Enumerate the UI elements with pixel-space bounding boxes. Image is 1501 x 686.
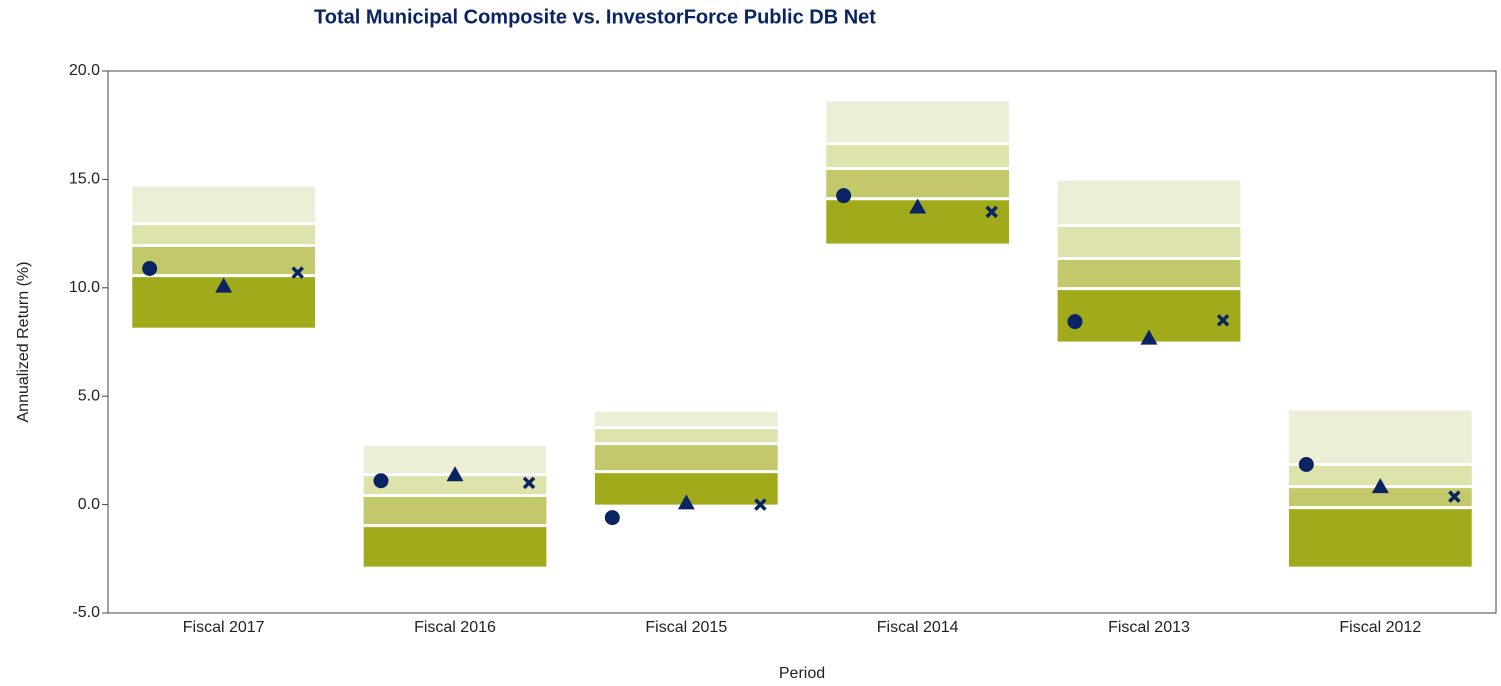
x-axis-label: Period — [779, 665, 825, 682]
y-tick-label: 20.0 — [69, 62, 100, 79]
y-tick-label: 15.0 — [69, 171, 100, 188]
marker-cross — [291, 266, 304, 279]
percentile-band — [594, 443, 778, 472]
marker-triangle — [1371, 478, 1389, 494]
plot-frame — [107, 70, 1497, 614]
percentile-band — [826, 101, 1010, 144]
percentile-band — [132, 245, 316, 276]
percentile-band — [826, 168, 1010, 199]
percentile-band — [594, 427, 778, 444]
marker-cross — [1448, 490, 1461, 503]
marker-cross — [522, 476, 536, 490]
y-tick-label: 5.0 — [78, 387, 100, 404]
y-tick-label: 0.0 — [78, 496, 100, 513]
percentile-band — [363, 495, 547, 526]
marker-circle — [373, 473, 389, 489]
percentile-band — [132, 223, 316, 246]
percentile-band — [1288, 486, 1472, 508]
percentile-band — [1057, 258, 1241, 289]
percentile-band — [1057, 180, 1241, 226]
percentile-band — [363, 474, 547, 496]
x-tick-label: Fiscal 2014 — [877, 619, 959, 636]
y-tick-label: 10.0 — [69, 279, 100, 296]
percentile-band — [826, 143, 1010, 169]
marker-triangle — [677, 494, 695, 510]
x-tick-label: Fiscal 2016 — [414, 619, 496, 636]
marker-triangle — [909, 198, 927, 214]
marker-circle — [604, 510, 620, 526]
x-tick-label: Fiscal 2017 — [183, 619, 265, 636]
x-tick-label: Fiscal 2013 — [1108, 619, 1190, 636]
marker-circle — [142, 261, 158, 277]
percentile-band — [1288, 507, 1472, 567]
marker-circle — [1298, 456, 1314, 472]
percentile-band — [363, 525, 547, 567]
chart-title: Total Municipal Composite vs. InvestorFo… — [314, 6, 876, 28]
marker-cross — [1216, 314, 1230, 327]
y-tick-label: -5.0 — [72, 604, 100, 621]
percentile-band — [1288, 410, 1472, 465]
percentile-band — [1057, 225, 1241, 259]
marker-circle — [1067, 314, 1083, 330]
y-axis-label: Annualized Return (%) — [15, 262, 32, 423]
percentile-band — [594, 411, 778, 428]
x-tick-label: Fiscal 2012 — [1339, 619, 1421, 636]
percentile-band — [132, 186, 316, 224]
marker-circle — [836, 188, 852, 204]
marker-triangle — [215, 277, 233, 293]
percentile-band — [1288, 464, 1472, 487]
marker-triangle — [1140, 329, 1158, 345]
marker-cross — [754, 498, 767, 511]
marker-cross — [985, 205, 998, 219]
marker-triangle — [446, 466, 464, 482]
x-tick-label: Fiscal 2015 — [645, 619, 727, 636]
